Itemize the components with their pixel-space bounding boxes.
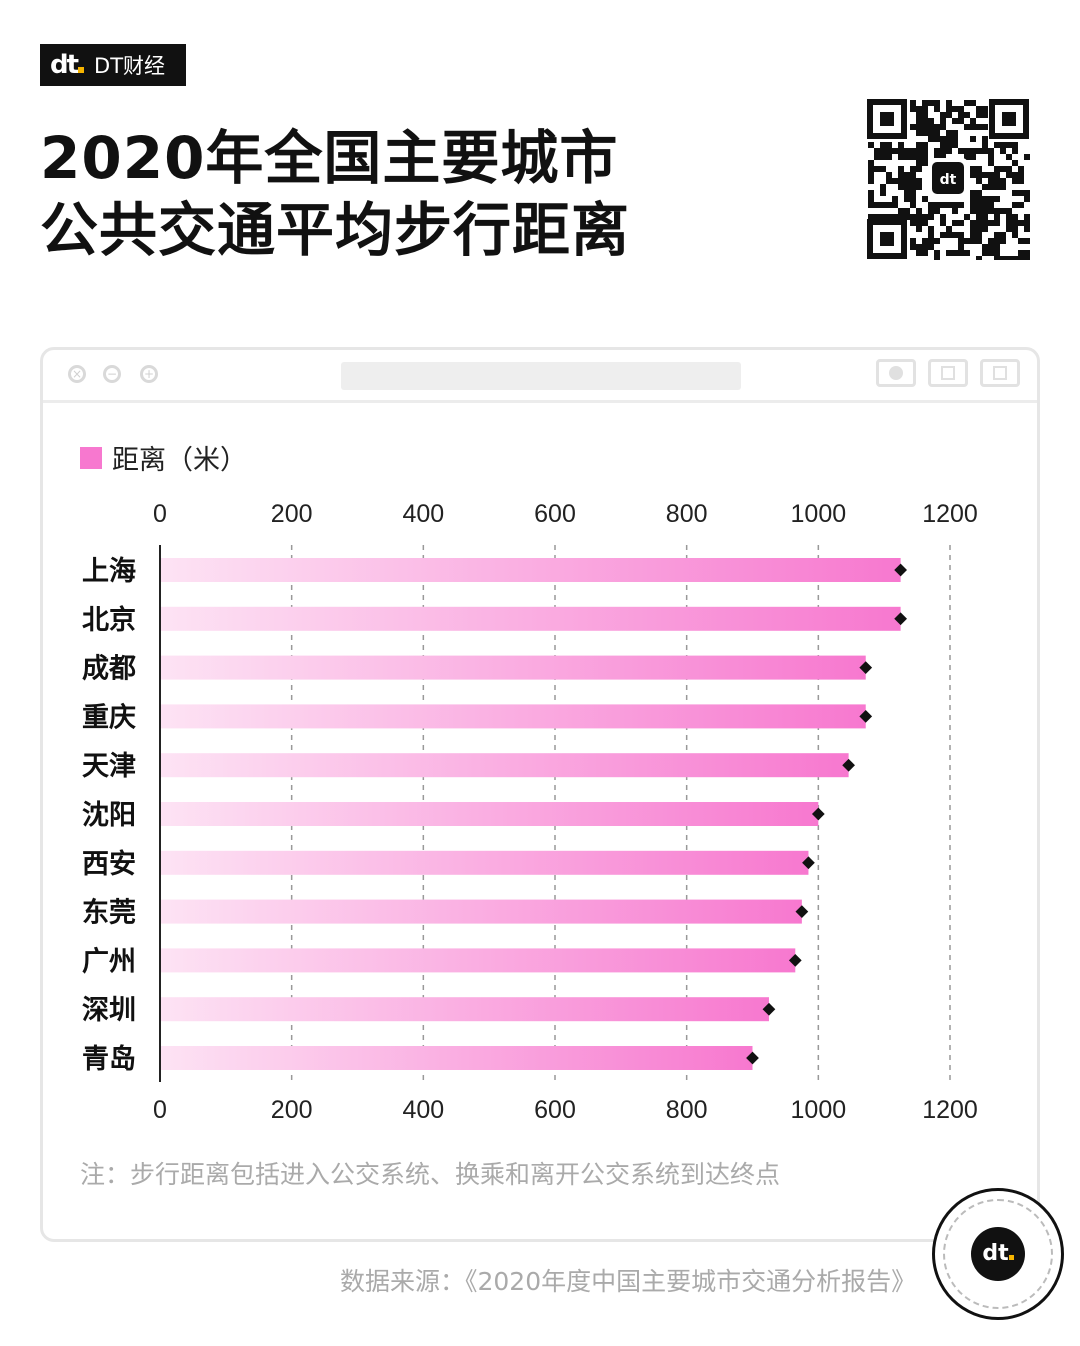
bar [161, 704, 866, 729]
title-line-2: 公共交通平均步行距离 [40, 196, 631, 264]
category-label: 东莞 [82, 897, 136, 929]
category-label: 上海 [82, 556, 136, 587]
legend-swatch [80, 446, 102, 469]
page-title: 2020年全国主要城市 公共交通平均步行距离 [40, 122, 630, 266]
qr-code: dt [866, 98, 1030, 260]
brand-name: DT财经 [94, 54, 166, 78]
x-tick-label-top: 200 [271, 500, 313, 528]
bar [161, 997, 769, 1022]
copy-icon[interactable] [980, 359, 1020, 387]
x-tick-label-bottom: 1200 [922, 1096, 978, 1124]
category-label: 重庆 [82, 701, 136, 733]
bar [161, 1046, 753, 1070]
x-tick-label-bottom: 1000 [791, 1096, 847, 1124]
maximize-icon[interactable]: + [140, 365, 158, 383]
bar [161, 655, 866, 680]
bar [161, 850, 809, 875]
category-label: 广州 [82, 946, 136, 977]
window-titlebar: × − + [43, 350, 1037, 403]
browser-window: × − + [40, 347, 1040, 1242]
address-bar[interactable] [341, 362, 741, 390]
category-label: 深圳 [82, 995, 136, 1026]
category-label: 西安 [82, 849, 136, 880]
category-label: 沈阳 [82, 800, 136, 831]
category-label: 青岛 [82, 1043, 136, 1075]
bar [161, 606, 901, 631]
chart-legend: 距离（米） [80, 438, 247, 477]
qr-finder-top-left [867, 99, 907, 139]
chart-footnote: 注：步行距离包括进入公交系统、换乘和离开公交系统到达终点 [80, 1160, 781, 1189]
x-tick-label-bottom: 800 [666, 1096, 708, 1124]
x-tick-label-top: 600 [534, 500, 576, 528]
bar [161, 802, 819, 826]
legend-label: 距离（米） [112, 445, 247, 476]
close-icon[interactable]: × [68, 365, 86, 383]
x-tick-label-top: 1000 [791, 500, 847, 528]
x-tick-label-bottom: 0 [153, 1096, 167, 1124]
x-tick-label-top: 800 [666, 500, 708, 528]
x-tick-label-bottom: 200 [271, 1096, 313, 1124]
x-tick-label-bottom: 600 [534, 1096, 576, 1124]
title-line-1: 2020年全国主要城市 [40, 124, 619, 192]
bar [161, 899, 802, 924]
bar [161, 558, 901, 582]
dt-badge-icon: dt [932, 1188, 1064, 1320]
x-tick-label-top: 0 [153, 500, 167, 528]
minimize-icon[interactable]: − [103, 365, 121, 383]
qr-center-logo: dt [940, 172, 957, 188]
x-tick-label-bottom: 400 [402, 1096, 444, 1124]
data-source: 数据来源：《2020年度中国主要城市交通分析报告》 [340, 1267, 917, 1296]
x-tick-label-top: 1200 [922, 500, 978, 528]
bar [161, 948, 796, 973]
record-icon[interactable] [876, 359, 916, 387]
bar [161, 753, 849, 778]
category-label: 天津 [82, 751, 136, 782]
dt-logo-mark: dt [50, 50, 85, 80]
x-tick-label-top: 400 [402, 500, 444, 528]
category-label: 北京 [82, 604, 136, 636]
category-label: 成都 [82, 654, 136, 685]
brand-logo: dt DT财经 [40, 44, 186, 86]
share-icon[interactable] [928, 359, 968, 387]
